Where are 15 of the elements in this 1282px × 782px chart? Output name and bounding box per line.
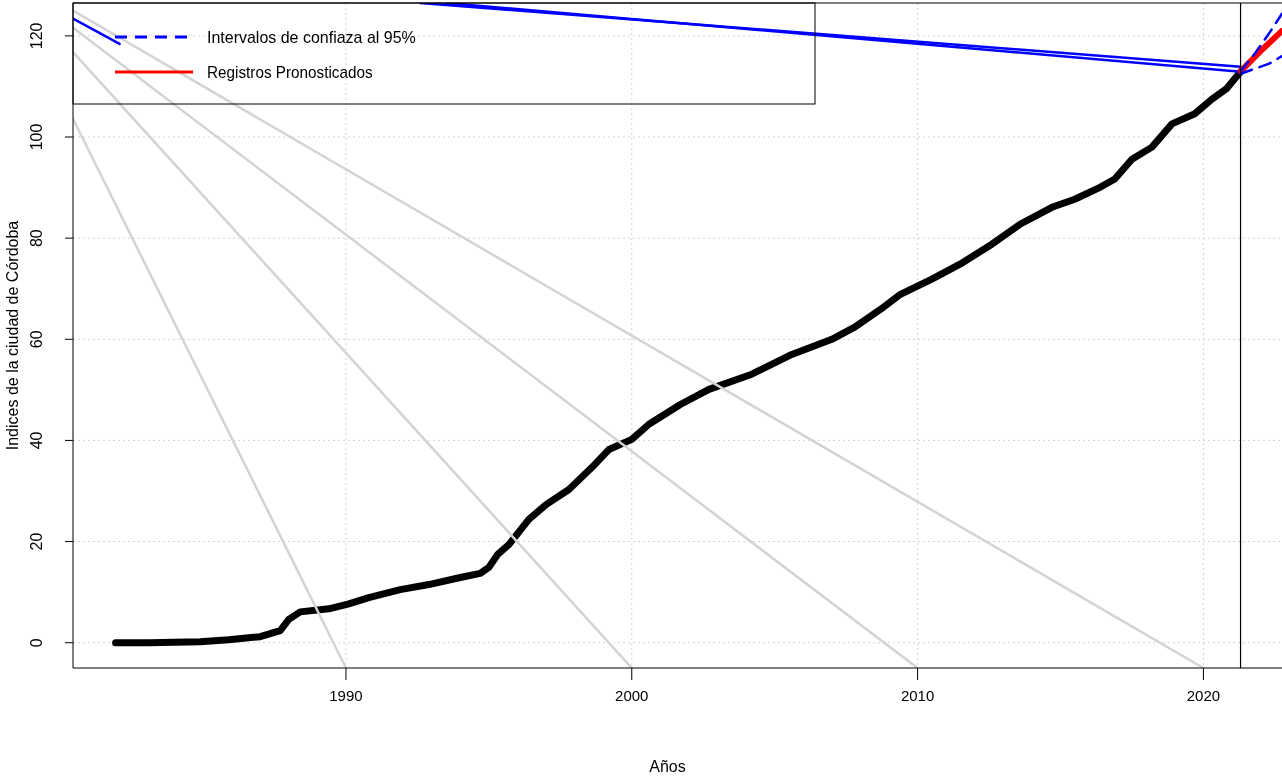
legend-label: Intervalos de confiaza al 95% <box>207 27 430 47</box>
x-tick-label: 1990 <box>329 687 363 704</box>
y-tick-label: 0 <box>27 638 45 648</box>
y-tick-label: 80 <box>27 229 45 248</box>
y-tick-label: 20 <box>27 532 45 551</box>
y-tick-label: 40 <box>27 431 45 450</box>
y-tick-label: 60 <box>27 330 45 349</box>
y-axis-title: Indices de la ciudad de Córdoba <box>4 220 21 451</box>
x-tick-label: 2000 <box>615 687 649 704</box>
y-tick-label: 100 <box>27 123 45 151</box>
x-tick-label: 2010 <box>900 687 935 704</box>
x-tick-label: 2020 <box>1186 687 1221 704</box>
legend-label: Registros Pronosticados <box>207 62 392 82</box>
x-axis-title: Años <box>649 758 686 775</box>
y-tick-label: 120 <box>27 22 45 50</box>
